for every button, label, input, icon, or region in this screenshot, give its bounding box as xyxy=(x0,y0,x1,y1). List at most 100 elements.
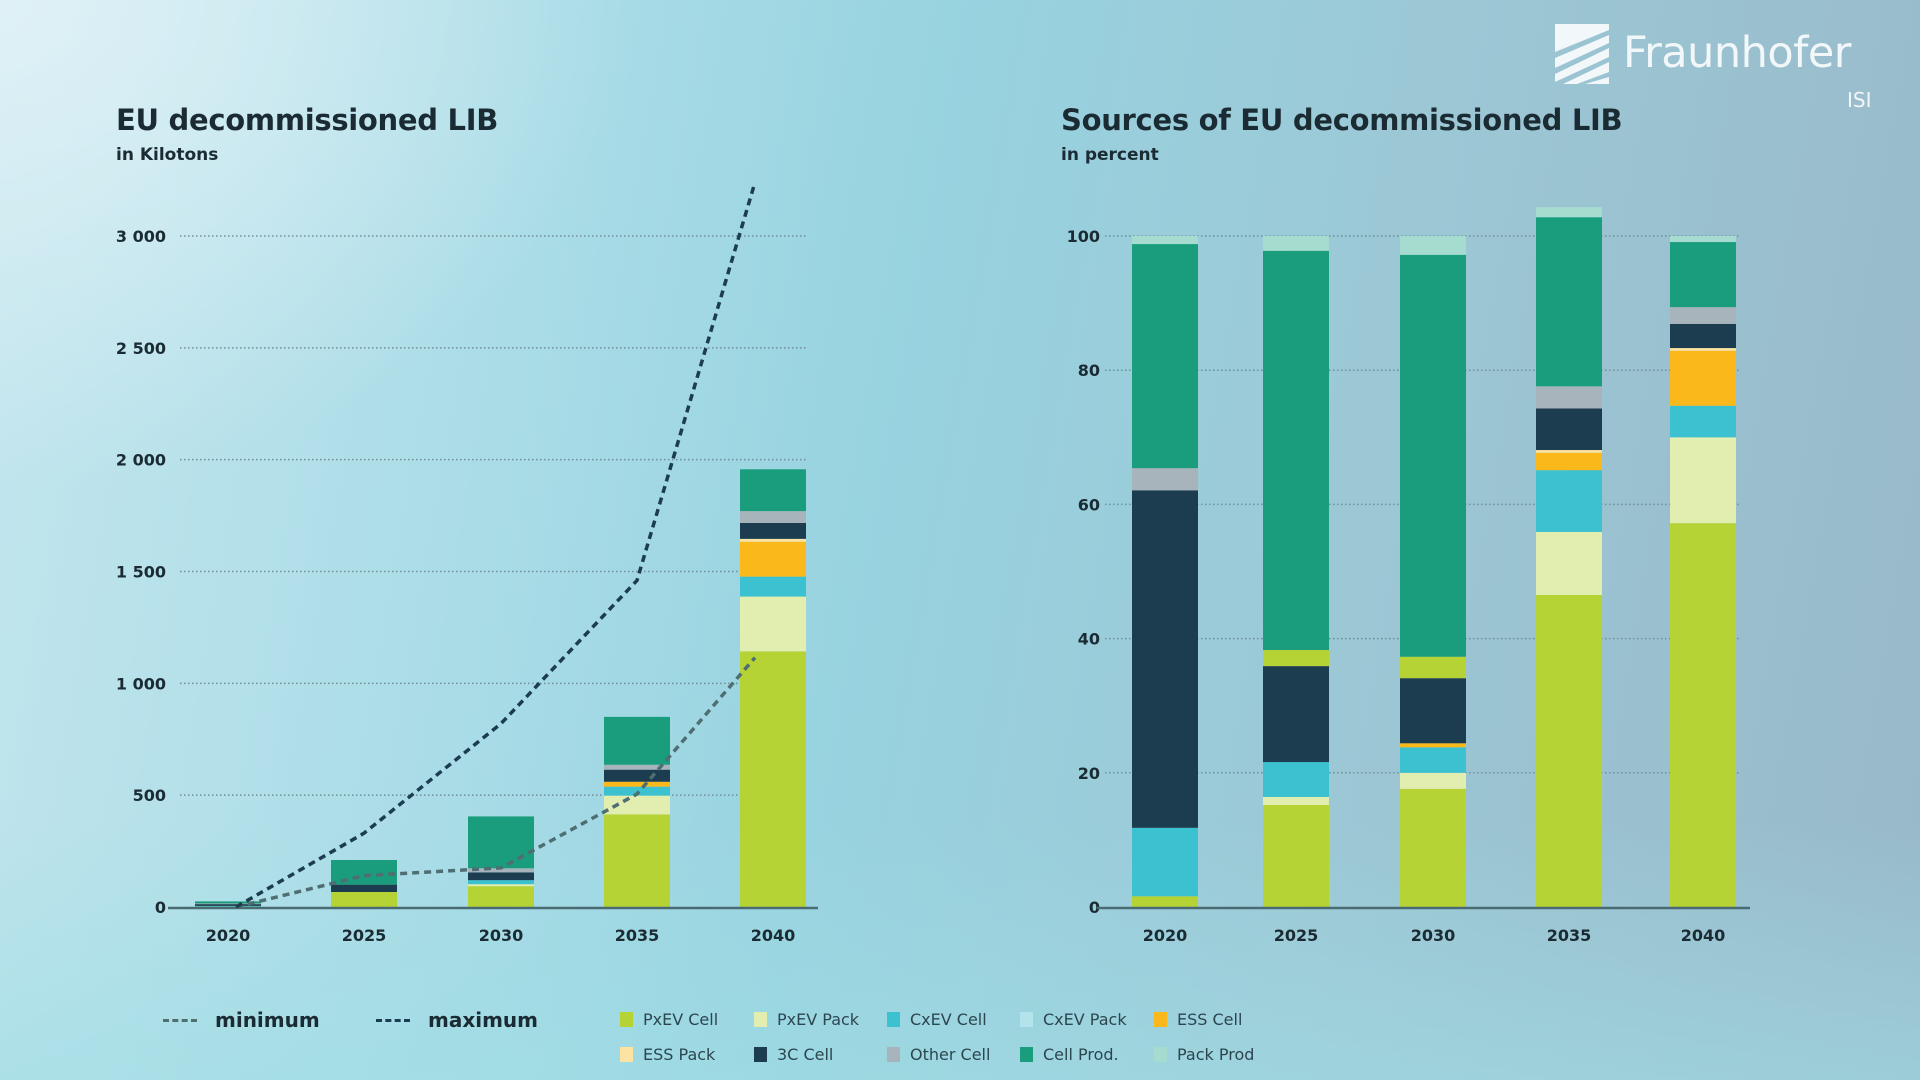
bar-segment-cxev-cell-2030 xyxy=(468,880,534,885)
y-tick-label: 60 xyxy=(1078,495,1100,514)
legend-swatch-icon xyxy=(1154,1012,1167,1027)
legend-item-pack-prod: Pack Prod xyxy=(1154,1045,1254,1064)
bar-segment-pack-prod-2040 xyxy=(1670,236,1736,243)
bar-segment-ess-pack-2040 xyxy=(740,538,806,542)
legend-item-cxev-pack: CxEV Pack xyxy=(1020,1010,1127,1029)
bar-segment-3c-cell-2020 xyxy=(1132,490,1198,828)
right-chart-subtitle: in percent xyxy=(1061,145,1159,165)
legend-label: minimum xyxy=(215,1008,320,1032)
legend-label: ESS Pack xyxy=(643,1045,716,1064)
bar-segment-unlabeled-2030 xyxy=(1400,656,1466,679)
legend-item-cell-prod-: Cell Prod. xyxy=(1020,1045,1119,1064)
x-tick-label: 2020 xyxy=(1143,926,1188,945)
bar-segment-cell-prod--2035 xyxy=(604,716,670,765)
bar-segment-ess-pack-2035 xyxy=(1536,450,1602,453)
y-tick-label: 100 xyxy=(1067,227,1100,246)
bar-segment-cxev-cell-2020 xyxy=(195,905,261,907)
bar-segment-3c-cell-2020 xyxy=(195,903,261,906)
y-tick-label: 0 xyxy=(1089,898,1100,917)
bar-segment-cxev-cell-2030 xyxy=(1400,747,1466,773)
bar-segment-pxev-cell-2025 xyxy=(331,892,397,907)
x-tick-label: 2035 xyxy=(615,926,660,945)
legend-label: CxEV Pack xyxy=(1043,1010,1127,1029)
legend-item-ess-pack: ESS Pack xyxy=(620,1045,715,1064)
bar-segment-cxev-cell-2035 xyxy=(604,786,670,796)
bar-segment-pxev-cell-2040 xyxy=(740,651,806,907)
bar-segment-3c-cell-2030 xyxy=(1400,678,1466,744)
legend-swatch-icon xyxy=(620,1047,633,1062)
bar-segment-other-cell-2040 xyxy=(740,511,806,523)
bar-segment-3c-cell-2025 xyxy=(1263,666,1329,763)
legend-item-minimum: minimum xyxy=(163,1008,320,1032)
bar-segment-cell-prod--2040 xyxy=(740,469,806,512)
x-tick-label: 2040 xyxy=(751,926,796,945)
minimum-dash-icon xyxy=(163,1018,197,1022)
y-tick-label: 1 000 xyxy=(116,674,166,693)
bar-segment-3c-cell-2040 xyxy=(1670,323,1736,349)
bar-segment-pxev-cell-2035 xyxy=(1536,594,1602,907)
brand-sub: ISI xyxy=(1847,88,1872,112)
left-chart-subtitle: in Kilotons xyxy=(116,145,219,165)
bar-segment-other-cell-2040 xyxy=(1670,307,1736,324)
bar-segment-ess-pack-2040 xyxy=(1670,348,1736,351)
legend-swatch-icon xyxy=(1154,1047,1167,1062)
bar-segment-3c-cell-2025 xyxy=(331,884,397,893)
x-tick-label: 2030 xyxy=(479,926,524,945)
bar-segment-cxev-cell-2025 xyxy=(1263,762,1329,797)
bar-segment-ess-cell-2040 xyxy=(1670,350,1736,406)
legend-swatch-icon xyxy=(1020,1012,1033,1027)
bar-segment-cxev-cell-2040 xyxy=(740,576,806,597)
bar-segment-3c-cell-2040 xyxy=(740,522,806,539)
bar-segment-other-cell-2020 xyxy=(1132,468,1198,491)
legend-label: 3C Cell xyxy=(777,1045,834,1064)
bar-segment-cell-prod--2025 xyxy=(1263,250,1329,651)
y-tick-label: 500 xyxy=(133,786,166,805)
bar-segment-pxev-cell-2020 xyxy=(1132,896,1198,907)
x-tick-label: 2040 xyxy=(1681,926,1726,945)
bar-segment-unlabeled-2025 xyxy=(1263,650,1329,667)
legend-label: Cell Prod. xyxy=(1043,1045,1119,1064)
bar-segment-cell-prod--2020 xyxy=(1132,244,1198,469)
bar-segment-pxev-pack-2040 xyxy=(740,596,806,652)
bar-segment-pxev-cell-2025 xyxy=(1263,805,1329,907)
minimum-line xyxy=(235,656,757,909)
right-chart-title: Sources of EU decommissioned LIB xyxy=(1061,103,1623,137)
bar-segment-cxev-cell-2035 xyxy=(1536,470,1602,532)
y-tick-label: 80 xyxy=(1078,361,1100,380)
x-tick-label: 2025 xyxy=(342,926,387,945)
legend-label: Pack Prod xyxy=(1177,1045,1255,1064)
left-chart-title: EU decommissioned LIB xyxy=(116,103,499,137)
bar-segment-pxev-cell-2035 xyxy=(604,814,670,907)
bar-segment-cell-prod--2035 xyxy=(1536,217,1602,387)
legend-item-ess-cell: ESS Cell xyxy=(1154,1010,1242,1029)
bar-segment-ess-cell-2035 xyxy=(604,781,670,787)
legend-swatch-icon xyxy=(1020,1047,1033,1062)
legend-label: PxEV Pack xyxy=(777,1010,860,1029)
bar-segment-cell-prod--2030 xyxy=(468,816,534,869)
fraunhofer-logo-icon xyxy=(1555,24,1609,84)
bar-segment-other-cell-2035 xyxy=(1536,386,1602,409)
legend-label: ESS Cell xyxy=(1177,1010,1243,1029)
bar-segment-3c-cell-2030 xyxy=(468,872,534,881)
bar-segment-pxev-pack-2040 xyxy=(1670,437,1736,524)
legend-swatch-icon xyxy=(887,1047,900,1062)
legend-item-3c-cell: 3C Cell xyxy=(754,1045,833,1064)
bar-segment-pack-prod-2030 xyxy=(1400,236,1466,255)
x-tick-label: 2030 xyxy=(1411,926,1456,945)
bar-segment-other-cell-2030 xyxy=(468,868,534,873)
x-tick-label: 2020 xyxy=(206,926,251,945)
bar-segment-ess-cell-2040 xyxy=(740,541,806,577)
legend-item-pxev-pack: PxEV Pack xyxy=(754,1010,859,1029)
y-tick-label: 40 xyxy=(1078,630,1100,649)
bar-segment-other-cell-2035 xyxy=(604,764,670,770)
bar-segment-pack-prod-2035 xyxy=(1536,207,1602,218)
legend-swatch-icon xyxy=(754,1047,767,1062)
y-tick-label: 20 xyxy=(1078,764,1100,783)
y-tick-label: 1 500 xyxy=(116,563,166,582)
bar-segment-other-cell-2020 xyxy=(195,903,261,905)
bar-segment-pxev-pack-2030 xyxy=(1400,772,1466,789)
bar-segment-cxev-cell-2040 xyxy=(1670,405,1736,438)
legend-label: PxEV Cell xyxy=(643,1010,719,1029)
